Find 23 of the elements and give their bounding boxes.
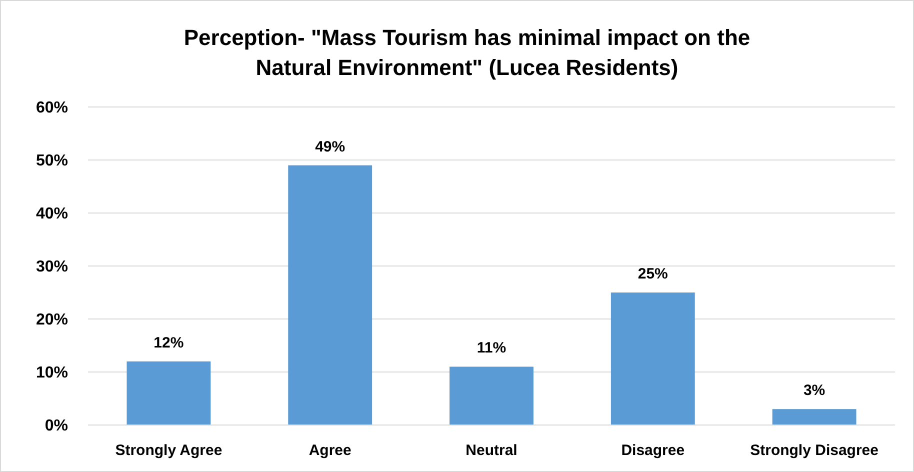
data-label: 49% [315, 138, 346, 156]
bar [288, 165, 372, 425]
bar [772, 409, 856, 425]
y-tick-label: 40% [36, 206, 68, 223]
x-tick-label: Strongly Disagree [750, 442, 878, 459]
y-tick-label: 50% [36, 152, 68, 170]
x-tick-label: Agree [308, 442, 352, 459]
data-label: 3% [803, 382, 826, 400]
data-label: 12% [154, 334, 184, 352]
chart-title: Perception- "Mass Tourism has minimal impact on the Natural Environment" (Lucea Residents) [184, 25, 750, 80]
x-tick-label: Neutral [466, 442, 518, 459]
x-tick-label: Disagree [621, 442, 685, 459]
x-tick-label: Strongly Agree [115, 442, 222, 459]
bar [126, 361, 211, 425]
y-tick-label: 20% [36, 312, 68, 329]
bar [450, 366, 534, 425]
data-label: 11% [476, 340, 506, 357]
y-tick-label: 0% [44, 418, 68, 435]
y-tick-label: 30% [36, 258, 68, 276]
y-tick-label: 60% [36, 100, 68, 117]
y-tick-label: 10% [36, 364, 68, 382]
data-label: 25% [638, 266, 668, 282]
bar [610, 292, 695, 425]
